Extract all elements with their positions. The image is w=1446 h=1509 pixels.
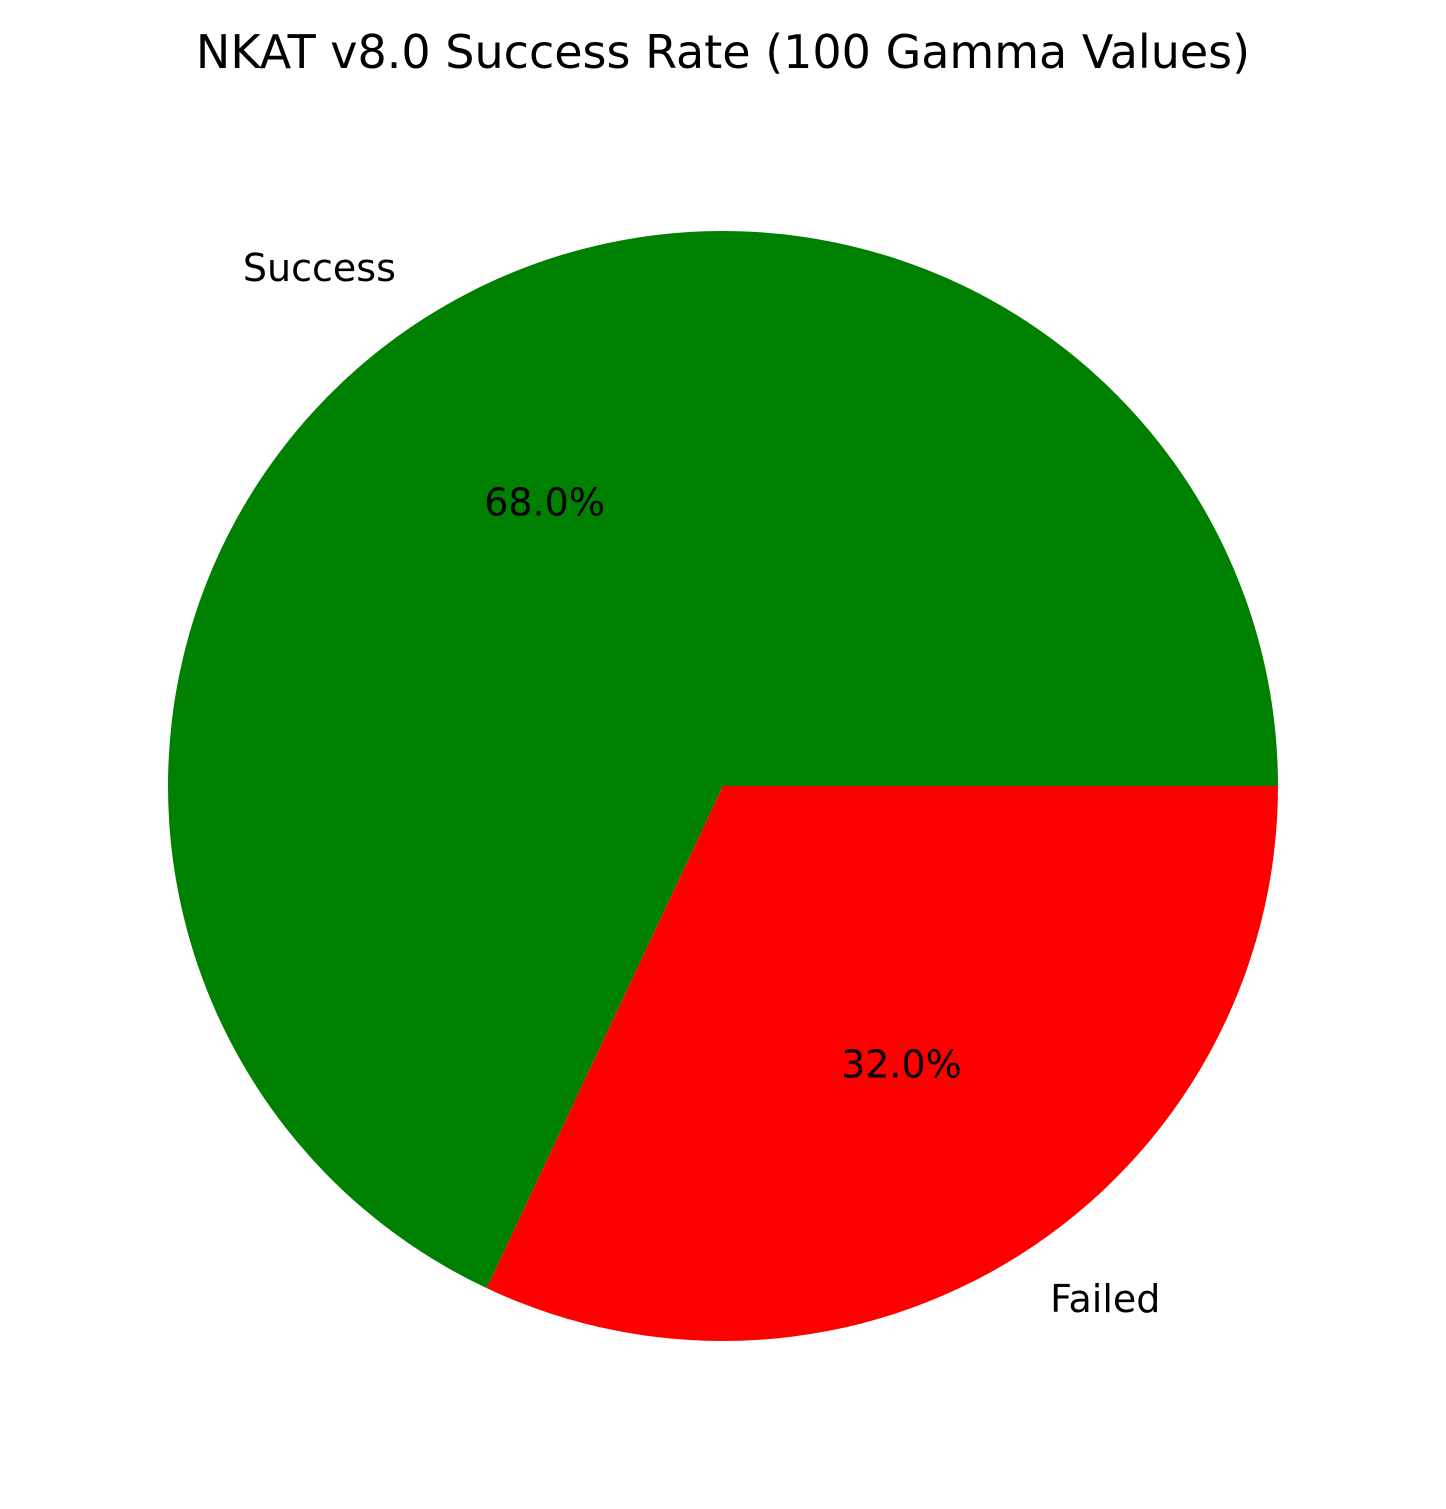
slice-percent-failed: 32.0% <box>841 1043 962 1087</box>
chart-title: NKAT v8.0 Success Rate (100 Gamma Values… <box>196 25 1250 79</box>
slice-label-failed: Failed <box>1050 1277 1160 1321</box>
pie-slice-failed <box>486 786 1278 1341</box>
pie-slices <box>167 230 1278 1341</box>
slice-percent-success: 68.0% <box>484 480 605 524</box>
slice-label-success: Success <box>243 246 396 290</box>
pie-slice-success <box>167 230 1278 1289</box>
pie-labels: Success 68.0% Failed 32.0% <box>243 246 1160 1321</box>
